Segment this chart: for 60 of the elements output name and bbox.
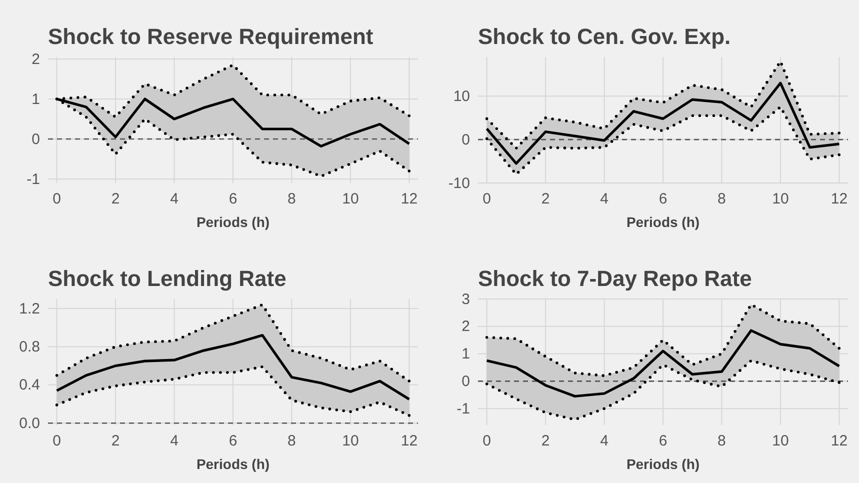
x-tick-label: 6	[658, 190, 668, 208]
x-tick-label: 0	[52, 432, 61, 450]
line-series	[485, 359, 841, 421]
x-tick-label: 6	[658, 432, 668, 450]
x-axis-title: Periods (h)	[196, 456, 270, 472]
line-series	[485, 106, 841, 176]
x-tick-label: 8	[718, 190, 726, 208]
y-tick-label: 1.2	[19, 300, 40, 318]
y-tick-label: 0.8	[19, 338, 40, 356]
line-series	[486, 329, 840, 398]
x-tick-label: 2	[111, 190, 120, 208]
y-tick-label: 0.0	[19, 414, 40, 432]
x-tick-label: 12	[400, 190, 418, 208]
x-tick-label: 10	[342, 432, 359, 450]
line-series	[485, 303, 841, 378]
x-tick-label: 4	[170, 432, 178, 450]
x-axis-title: Periods (h)	[196, 214, 270, 230]
x-tick-label: 12	[400, 432, 418, 450]
x-tick-label: 10	[342, 190, 359, 208]
x-tick-label: 4	[170, 190, 178, 208]
x-tick-label: 12	[830, 432, 848, 450]
line-series	[55, 365, 411, 417]
x-tick-label: 10	[772, 190, 789, 208]
x-tick-label: 4	[600, 432, 608, 450]
x-tick-label: 6	[228, 190, 238, 208]
x-tick-label: 0	[52, 190, 61, 208]
y-tick-label: 0	[462, 372, 470, 390]
y-tick-label: -10	[448, 174, 470, 192]
y-tick-label: 0.4	[19, 376, 40, 394]
y-tick-label: 0	[32, 130, 40, 148]
y-tick-label: -1	[456, 400, 470, 418]
x-axis-title: Periods (h)	[626, 456, 700, 472]
y-tick-label: 1	[32, 90, 40, 108]
x-tick-label: 4	[600, 190, 608, 208]
line-series	[56, 334, 410, 401]
chart-title: Shock to 7-Day Repo Rate	[478, 266, 752, 291]
x-tick-label: 12	[830, 190, 848, 208]
y-tick-label: 3	[462, 290, 470, 308]
x-tick-label: 8	[288, 190, 296, 208]
x-tick-label: 2	[541, 190, 550, 208]
y-tick-label: 1	[462, 346, 470, 363]
line-series	[55, 303, 411, 382]
x-tick-label: 2	[111, 432, 120, 450]
x-tick-label: 6	[228, 432, 238, 450]
chart-title: Shock to Cen. Gov. Exp.	[478, 24, 731, 49]
y-tick-label: -1	[26, 170, 40, 188]
x-axis-title: Periods (h)	[626, 214, 700, 230]
x-tick-label: 10	[772, 432, 789, 450]
chart-title: Shock to Lending Rate	[48, 266, 286, 291]
line-series	[486, 82, 840, 165]
x-tick-label: 0	[482, 190, 491, 208]
y-tick-label: 10	[453, 88, 470, 105]
chart-title: Shock to Reserve Requirement	[48, 24, 374, 49]
x-tick-label: 2	[541, 432, 550, 450]
x-tick-label: 8	[718, 432, 726, 450]
y-tick-label: 2	[32, 50, 40, 68]
x-tick-label: 0	[482, 432, 491, 450]
y-tick-label: 0	[462, 131, 470, 148]
y-tick-label: 2	[462, 318, 470, 336]
x-tick-label: 8	[288, 432, 296, 450]
